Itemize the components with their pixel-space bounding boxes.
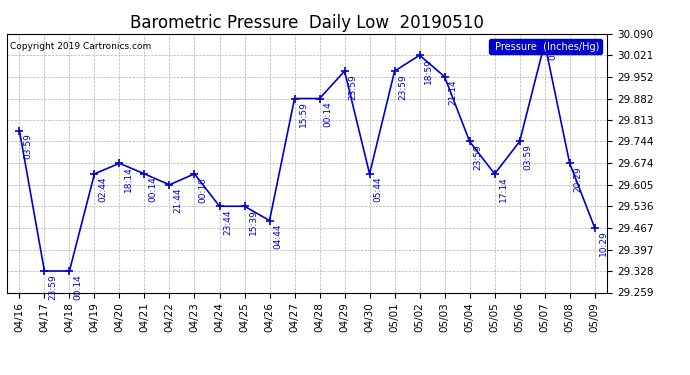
Title: Barometric Pressure  Daily Low  20190510: Barometric Pressure Daily Low 20190510: [130, 14, 484, 32]
Text: 23:59: 23:59: [48, 274, 57, 300]
Text: 00:14: 00:14: [324, 101, 333, 127]
Text: 03:59: 03:59: [23, 134, 32, 159]
Text: 21:14: 21:14: [448, 80, 457, 105]
Text: 23:59: 23:59: [348, 74, 357, 100]
Text: 17:14: 17:14: [499, 177, 508, 203]
Text: 02:44: 02:44: [99, 177, 108, 202]
Text: 10:29: 10:29: [599, 231, 608, 256]
Text: 00:14: 00:14: [148, 177, 157, 203]
Legend: Pressure  (Inches/Hg): Pressure (Inches/Hg): [489, 39, 602, 54]
Text: 15:39: 15:39: [248, 209, 257, 235]
Text: 23:59: 23:59: [474, 144, 483, 170]
Text: 18:59: 18:59: [424, 58, 433, 84]
Text: 20:29: 20:29: [574, 166, 583, 192]
Text: Copyright 2019 Cartronics.com: Copyright 2019 Cartronics.com: [10, 42, 151, 51]
Text: 23:44: 23:44: [224, 209, 233, 234]
Text: 00:14: 00:14: [74, 274, 83, 300]
Text: 05:44: 05:44: [374, 177, 383, 202]
Text: 03:59: 03:59: [524, 144, 533, 170]
Text: 21:44: 21:44: [174, 188, 183, 213]
Text: 00:10: 00:10: [199, 177, 208, 203]
Text: 18:14: 18:14: [124, 166, 132, 192]
Text: 15:59: 15:59: [299, 101, 308, 127]
Text: 01:: 01:: [549, 46, 558, 60]
Text: 04:44: 04:44: [274, 224, 283, 249]
Text: 23:59: 23:59: [399, 74, 408, 100]
